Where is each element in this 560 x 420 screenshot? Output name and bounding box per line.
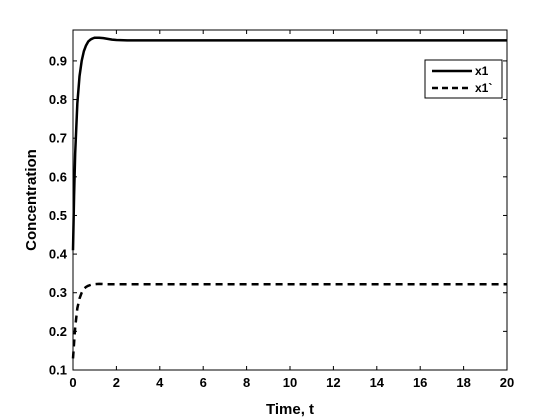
x-tick-label: 12 xyxy=(326,375,340,390)
x-tick-label: 0 xyxy=(69,375,76,390)
x-tick-label: 18 xyxy=(456,375,470,390)
legend-box xyxy=(424,59,503,99)
y-tick-label: 0.9 xyxy=(49,53,67,68)
y-tick-label: 0.6 xyxy=(49,169,67,184)
x-tick-label: 16 xyxy=(413,375,427,390)
x-tick-label: 10 xyxy=(283,375,297,390)
y-tick-label: 0.4 xyxy=(49,247,68,262)
y-tick-label: 0.7 xyxy=(49,131,67,146)
x-axis-label: Time, t xyxy=(266,401,314,418)
y-tick-label: 0.1 xyxy=(49,363,67,378)
legend: x1 x1` xyxy=(424,59,503,99)
y-tick-label: 0.8 xyxy=(49,92,67,107)
x-tick-label: 2 xyxy=(113,375,120,390)
plot-area xyxy=(71,36,507,359)
y-tick-label: 0.5 xyxy=(49,208,67,223)
y-axis-label: Concentration xyxy=(23,149,40,251)
x-tick-label: 20 xyxy=(500,375,514,390)
series-line-x1-prime xyxy=(71,282,507,359)
y-tick-label: 0.3 xyxy=(49,285,67,300)
x-tick-label: 6 xyxy=(200,375,207,390)
series-line-x1 xyxy=(71,36,507,251)
legend-label-x1: x1 xyxy=(475,64,489,78)
x-tick-label: 8 xyxy=(243,375,250,390)
legend-label-x1-prime: x1` xyxy=(475,81,492,95)
x-tick-label: 4 xyxy=(156,375,164,390)
x-tick-label: 14 xyxy=(370,375,385,390)
axis-ticks: 0 2 4 6 8 10 12 14 16 18 20 0.1 0.2 0.3 0.4 0.5 0.6 0.7 0.… xyxy=(49,30,514,390)
y-tick-label: 0.2 xyxy=(49,324,67,339)
